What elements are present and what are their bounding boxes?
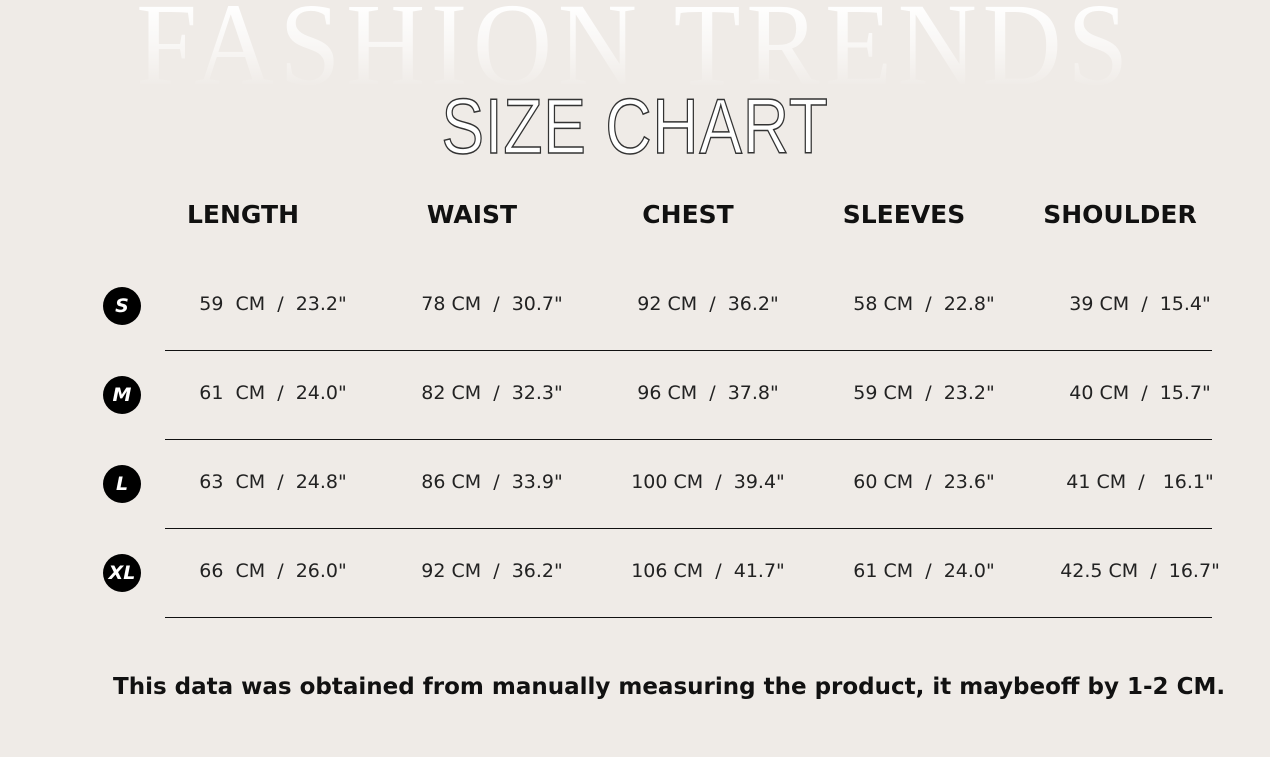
table-cell: 86 CM / 33.9" [421,471,563,493]
table-cell: 66 CM / 26.0" [199,560,347,582]
column-header-sleeves: SLEEVES [842,200,966,229]
table-cell: 59 CM / 23.2" [199,293,347,315]
table-cell: 60 CM / 23.6" [853,471,995,493]
page-title: SIZE CHART [441,82,829,170]
table-cell: 63 CM / 24.8" [199,471,347,493]
row-divider [165,439,1212,440]
table-cell: 106 CM / 41.7" [631,560,785,582]
table-cell: 59 CM / 23.2" [853,382,995,404]
column-header-chest: CHEST [642,200,734,229]
size-badge-s: S [103,287,141,325]
row-divider [165,528,1212,529]
table-cell: 39 CM / 15.4" [1069,293,1211,315]
table-cell: 42.5 CM / 16.7" [1060,560,1220,582]
column-header-waist: WAIST [426,200,518,229]
column-header-length: LENGTH [187,200,299,229]
size-badge-l: L [103,465,141,503]
table-cell: 41 CM / 16.1" [1066,471,1214,493]
row-divider [165,617,1212,618]
table-cell: 78 CM / 30.7" [421,293,563,315]
size-badge-xl: XL [103,554,141,592]
table-cell: 82 CM / 32.3" [421,382,563,404]
background-title: FASHION TRENDS [44,0,1225,104]
row-divider [165,350,1212,351]
table-cell: 61 CM / 24.0" [853,560,995,582]
column-header-shoulder: SHOULDER [1043,200,1197,229]
table-cell: 96 CM / 37.8" [637,382,779,404]
table-cell: 61 CM / 24.0" [199,382,347,404]
table-cell: 58 CM / 22.8" [853,293,995,315]
size-badge-m: M [103,376,141,414]
table-cell: 40 CM / 15.7" [1069,382,1211,404]
table-cell: 100 CM / 39.4" [631,471,785,493]
table-cell: 92 CM / 36.2" [421,560,563,582]
measurement-note: This data was obtained from manually mea… [113,674,1226,700]
table-cell: 92 CM / 36.2" [637,293,779,315]
